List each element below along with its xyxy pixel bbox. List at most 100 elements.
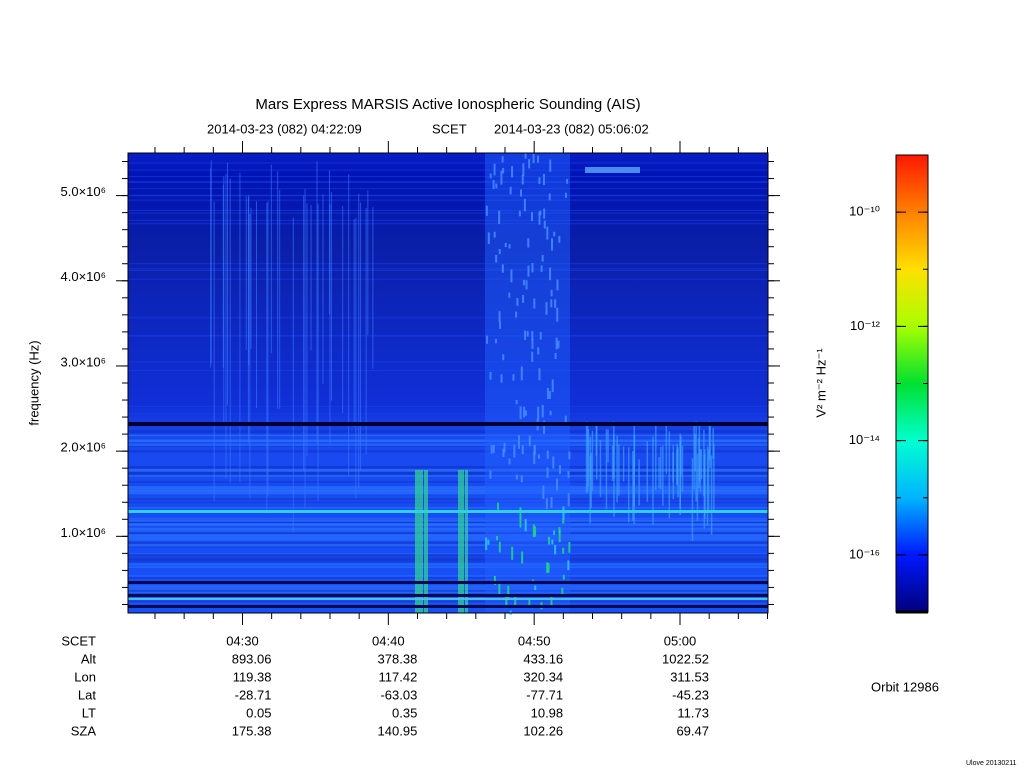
spectrogram-texture — [527, 238, 530, 248]
spectrogram-texture — [522, 294, 525, 303]
spectrogram-texture — [668, 431, 671, 519]
spectrogram-texture — [587, 429, 590, 487]
spectrogram-texture — [549, 410, 552, 416]
ephemeris-value: -77.71 — [526, 687, 563, 702]
spectrogram-texture — [128, 518, 768, 520]
spectrogram-texture — [691, 458, 694, 541]
spectrogram-texture — [551, 238, 554, 251]
spectrogram-texture — [515, 311, 518, 318]
spectrogram-texture — [521, 174, 524, 185]
y-tick-label: 5.0×10⁶ — [61, 184, 106, 199]
ephemeris-value: 0.35 — [392, 705, 417, 720]
spectrogram-texture — [502, 354, 505, 361]
ephemeris-value: 1022.52 — [662, 651, 709, 666]
spectrogram-texture — [607, 429, 609, 463]
spectrogram-texture — [658, 457, 660, 489]
spectrogram-texture — [585, 421, 588, 494]
ephemeris-value: -63.03 — [380, 687, 417, 702]
ephemeris-value: -45.23 — [672, 687, 709, 702]
spectrogram-texture — [303, 195, 305, 471]
spectrogram-texture — [611, 445, 614, 481]
spectrogram-texture — [545, 302, 548, 315]
spectrogram-texture — [520, 475, 523, 483]
spectrogram-texture — [562, 506, 565, 520]
spectrogram-texture — [595, 423, 598, 480]
spectrogram-texture — [501, 264, 504, 273]
spectrogram-texture — [537, 155, 540, 163]
spectrogram-texture — [342, 205, 344, 414]
y-tick-label: 4.0×10⁶ — [61, 269, 106, 284]
spectrogram-texture — [655, 425, 657, 491]
spectrogram-texture — [128, 278, 768, 280]
spectrogram-texture — [528, 159, 531, 169]
spectrogram-texture — [524, 410, 527, 416]
ephemeris-row-label: Alt — [81, 651, 97, 666]
spectrogram-texture — [128, 577, 768, 579]
spectrogram-texture — [498, 249, 501, 255]
spectrogram-texture — [660, 447, 662, 490]
spectrogram-texture — [128, 598, 768, 600]
spectrogram-texture — [489, 470, 492, 479]
spectrogram-texture — [510, 269, 513, 283]
ephemeris-value: 102.26 — [523, 723, 563, 738]
spectrogram-texture — [618, 444, 620, 496]
ephemeris-row-label: SZA — [71, 723, 97, 738]
spectrogram-texture — [128, 199, 768, 201]
spectrogram-texture — [546, 226, 549, 240]
spectrogram-texture — [128, 467, 768, 471]
end-time: 2014-03-23 (082) 05:06:02 — [494, 121, 649, 136]
spectrogram-texture — [515, 399, 518, 405]
ephemeris-row-label: LT — [82, 705, 96, 720]
spectrogram-texture — [247, 197, 249, 444]
spectrogram-texture — [487, 539, 490, 545]
spectrogram-texture — [555, 337, 558, 350]
spectrogram-texture — [504, 242, 507, 248]
spectrogram-texture — [128, 521, 768, 524]
spectrogram-texture — [554, 299, 557, 308]
spectrogram-texture — [508, 458, 511, 465]
ephemeris-value: 378.38 — [378, 651, 418, 666]
spectrogram-texture — [522, 163, 525, 177]
y-tick-label: 3.0×10⁶ — [61, 354, 106, 369]
spectrogram-texture — [498, 580, 501, 595]
spectrogram-texture — [585, 167, 640, 173]
spectrogram-texture — [496, 502, 499, 510]
spectrogram-texture — [267, 200, 269, 497]
spectrogram-texture — [503, 442, 506, 453]
spectrogram-texture — [128, 530, 768, 533]
chart-title: Mars Express MARSIS Active Ionospheric S… — [255, 96, 640, 113]
spectrogram-texture — [538, 368, 541, 381]
spectrogram-texture — [128, 519, 768, 522]
spectrogram-texture — [632, 450, 634, 521]
spectrogram-texture — [524, 519, 527, 532]
spectrogram-texture — [128, 443, 768, 447]
spectrogram-texture — [489, 371, 492, 380]
ephemeris-value: 175.38 — [232, 723, 272, 738]
spectrogram-texture — [277, 171, 279, 410]
spectrogram-texture — [616, 435, 618, 503]
spectrogram-texture — [511, 166, 514, 178]
spectrogram-texture — [507, 585, 510, 599]
spectrogram-texture — [522, 279, 525, 286]
spectrogram-texture — [550, 289, 553, 297]
spectrogram-texture — [292, 217, 294, 533]
spectrogram-texture — [128, 481, 768, 483]
spectrogram-texture — [316, 160, 318, 444]
y-tick-label: 1.0×10⁶ — [61, 525, 106, 540]
spectrogram-texture — [538, 211, 541, 225]
spectrogram-texture — [566, 178, 569, 184]
spectrogram-texture — [531, 351, 534, 362]
spectrogram-texture — [533, 298, 536, 309]
spectrogram-texture — [128, 472, 768, 475]
spectrogram-texture — [128, 182, 768, 184]
spectrogram-texture — [128, 269, 768, 271]
spectrogram-texture — [533, 445, 536, 456]
spectrogram-texture — [538, 177, 541, 185]
spectrogram-texture — [554, 352, 557, 360]
colorbar-tick-label: 10⁻¹² — [850, 318, 881, 333]
spectrogram-texture — [304, 188, 306, 508]
ephemeris-value: -28.71 — [235, 687, 272, 702]
spectrogram-texture — [255, 201, 257, 409]
spectrogram-texture — [128, 553, 768, 557]
